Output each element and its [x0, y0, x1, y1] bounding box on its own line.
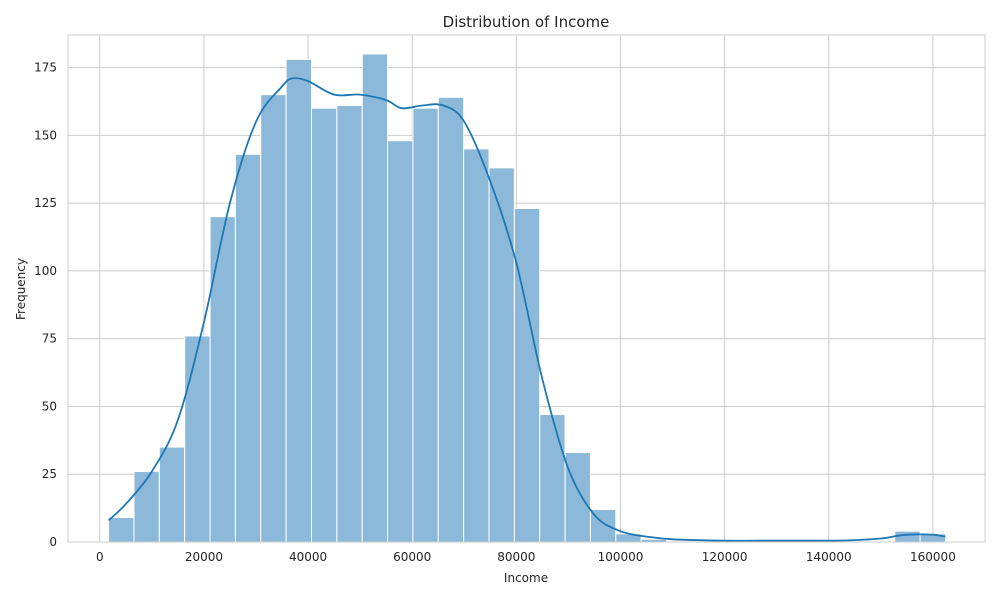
x-tick-label: 100000	[598, 550, 644, 564]
histogram-bar	[539, 414, 566, 543]
histogram-bar	[260, 94, 287, 543]
kde-layer	[107, 77, 946, 542]
x-tick-label: 60000	[393, 550, 431, 564]
histogram-bar	[234, 153, 262, 543]
histogram-bar	[894, 530, 921, 543]
y-axis-ticks: 0 25 50 75 100 125 150 175	[34, 61, 57, 549]
y-tick-label: 0	[49, 535, 57, 549]
y-tick-label: 175	[34, 61, 57, 75]
y-tick-label: 150	[34, 128, 57, 142]
histogram-bar	[361, 53, 389, 543]
x-tick-label: 20000	[185, 550, 223, 564]
bars-layer	[108, 53, 946, 543]
x-tick-label: 40000	[289, 550, 327, 564]
kde-line	[107, 77, 946, 542]
histogram-bar	[184, 335, 211, 543]
histogram-bar	[158, 446, 186, 543]
y-tick-label: 100	[34, 264, 57, 278]
histogram-bar	[336, 104, 363, 543]
histogram-bar	[285, 58, 312, 543]
histogram-bar	[412, 107, 439, 543]
y-tick-label: 50	[42, 399, 57, 413]
histogram-bar	[209, 216, 236, 543]
histogram-bar	[387, 140, 414, 543]
x-axis-title: Income	[504, 571, 548, 585]
x-tick-label: 120000	[702, 550, 748, 564]
y-tick-label: 25	[42, 467, 57, 481]
y-tick-label: 125	[34, 196, 57, 210]
histogram-bar	[488, 167, 515, 543]
x-tick-label: 0	[96, 550, 104, 564]
x-tick-label: 160000	[910, 550, 956, 564]
plot-frame	[67, 34, 986, 543]
y-axis-title: Frequency	[14, 258, 28, 320]
x-tick-label: 80000	[497, 550, 535, 564]
histogram-bar	[513, 208, 541, 543]
x-axis-ticks: 0 20000 40000 60000 80000 100000 120000 140000 1…	[96, 550, 956, 564]
x-tick-label: 140000	[806, 550, 852, 564]
histogram-bar	[437, 96, 465, 543]
chart-title: Distribution of Income	[443, 13, 610, 31]
histogram-bar	[108, 517, 135, 543]
y-tick-label: 75	[42, 332, 57, 346]
histogram-bar	[310, 107, 338, 543]
histogram-bar	[133, 471, 160, 543]
histogram-bar	[564, 452, 591, 543]
histogram-bar	[463, 148, 490, 543]
